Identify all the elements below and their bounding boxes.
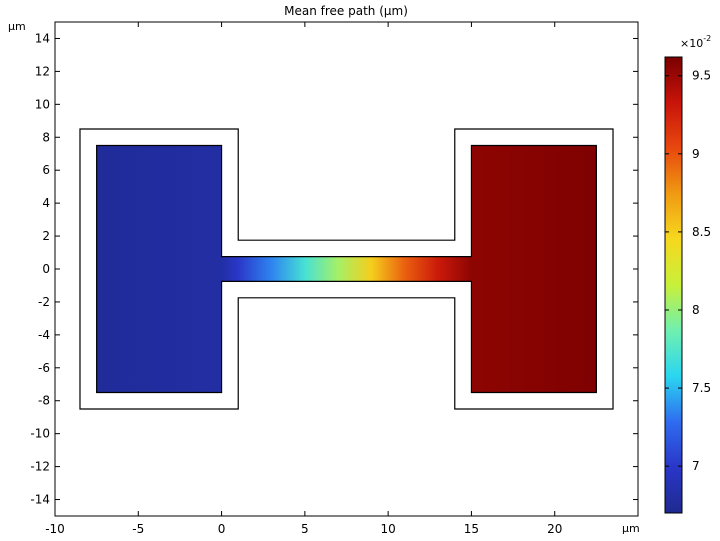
y-tick-label: 8 <box>42 130 50 144</box>
y-tick-label: 2 <box>42 229 50 243</box>
y-axis-label: µm <box>8 20 26 33</box>
colorbar-tick-label: 9.5 <box>692 69 711 83</box>
colorbar-multiplier-exponent: -2 <box>703 34 711 43</box>
y-tick-label: 6 <box>42 163 50 177</box>
x-tick-label: 10 <box>381 522 396 536</box>
colorbar-tick-label: 8 <box>692 303 700 317</box>
x-tick-label: -10 <box>45 522 65 536</box>
y-tick-label: -2 <box>38 295 50 309</box>
field-region <box>96 144 597 394</box>
colorbar-tick-label: 7.5 <box>692 381 711 395</box>
y-axis: -14 -12 -10 -8 -6 -4 -2 0 2 4 6 8 10 12 14 <box>30 31 638 507</box>
colorbar-tick-label: 7 <box>692 459 700 473</box>
y-tick-label: 12 <box>35 64 50 78</box>
y-tick-label: -10 <box>30 427 50 441</box>
colorbar-tick-label: 8.5 <box>692 225 711 239</box>
y-tick-label: 4 <box>42 196 50 210</box>
colorbar-multiplier: ×10-2 <box>680 34 711 50</box>
colorbar-tick-label: 9 <box>692 147 700 161</box>
x-tick-label: 20 <box>547 522 562 536</box>
y-tick-label: -8 <box>38 394 50 408</box>
x-tick-label: 5 <box>301 522 309 536</box>
y-tick-label: -6 <box>38 361 50 375</box>
colorbar-multiplier-base: ×10 <box>680 37 703 50</box>
colorbar-ticks: 7 7.5 8 8.5 9 9.5 <box>665 69 711 473</box>
chart-title: Mean free path (µm) <box>284 4 408 18</box>
x-tick-label: 0 <box>218 522 226 536</box>
colorbar <box>664 56 683 514</box>
x-tick-label: -5 <box>132 522 144 536</box>
y-tick-label: 10 <box>35 97 50 111</box>
y-tick-label: 14 <box>35 31 50 45</box>
y-tick-label: 0 <box>42 262 50 276</box>
y-tick-label: -4 <box>38 328 50 342</box>
x-axis: -10 -5 0 5 10 15 20 <box>45 22 562 536</box>
y-tick-label: -12 <box>30 460 50 474</box>
x-axis-label: µm <box>622 522 640 535</box>
y-tick-label: -14 <box>30 493 50 507</box>
x-tick-label: 15 <box>464 522 479 536</box>
